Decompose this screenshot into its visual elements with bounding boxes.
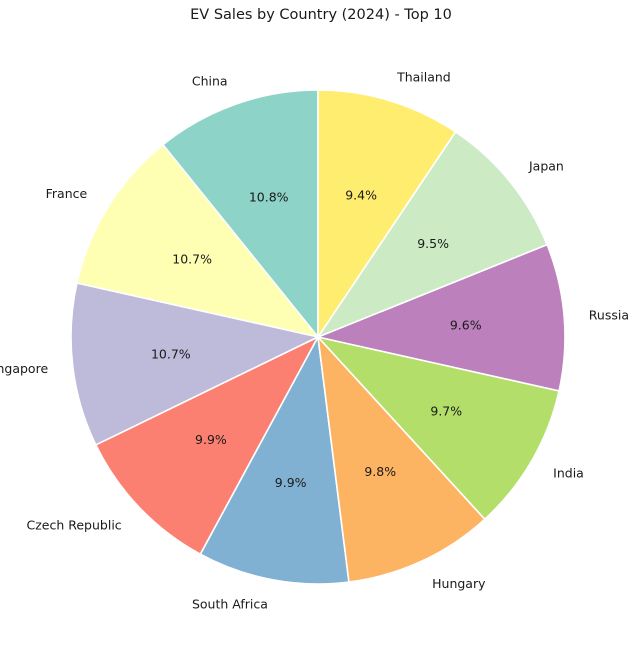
pie-slice-japan	[315, 130, 549, 339]
category-label-india: India	[553, 466, 584, 481]
percent-label-south-africa: 9.9%	[275, 475, 307, 490]
category-labels-group: China France Singapore Czech Republic South …	[0, 70, 629, 612]
category-label-china: China	[192, 73, 228, 88]
category-label-south-africa: South Africa	[192, 597, 268, 612]
slices-group	[70, 89, 566, 585]
pie-slice-france	[75, 143, 321, 339]
percent-labels-group: 10.8% 10.7% 10.7% 9.9% 9.9% 9.8% 9.7% 9.6% 9.5% 9…	[151, 188, 482, 490]
percent-label-singapore: 10.7%	[151, 347, 191, 362]
percent-label-hungary: 9.8%	[364, 464, 396, 479]
chart-title: EV Sales by Country (2024) - Top 10	[190, 7, 452, 23]
category-label-japan: Japan	[528, 158, 564, 173]
percent-label-russia: 9.6%	[450, 317, 482, 332]
pie-slice-czech-republic	[94, 335, 320, 556]
percent-label-france: 10.7%	[172, 251, 212, 266]
category-label-singapore: Singapore	[0, 361, 48, 376]
percent-label-china: 10.8%	[249, 190, 289, 205]
category-label-czech-republic: Czech Republic	[27, 517, 122, 532]
percent-label-japan: 9.5%	[417, 236, 449, 251]
percent-label-thailand: 9.4%	[345, 188, 377, 203]
category-label-hungary: Hungary	[432, 576, 486, 591]
pie-slice-thailand	[317, 89, 457, 340]
percent-label-india: 9.7%	[430, 404, 462, 419]
pie-slice-russia	[315, 243, 566, 392]
pie-slice-hungary	[316, 334, 486, 583]
pie-slice-south-africa	[199, 334, 350, 585]
category-label-thailand: Thailand	[396, 70, 451, 85]
pie-slice-india	[315, 335, 561, 521]
category-label-russia: Russia	[589, 307, 629, 322]
percent-label-czech-republic: 9.9%	[195, 432, 227, 447]
category-label-france: France	[46, 186, 88, 201]
pie-slice-china	[161, 89, 319, 340]
pie-slice-singapore	[70, 282, 321, 447]
